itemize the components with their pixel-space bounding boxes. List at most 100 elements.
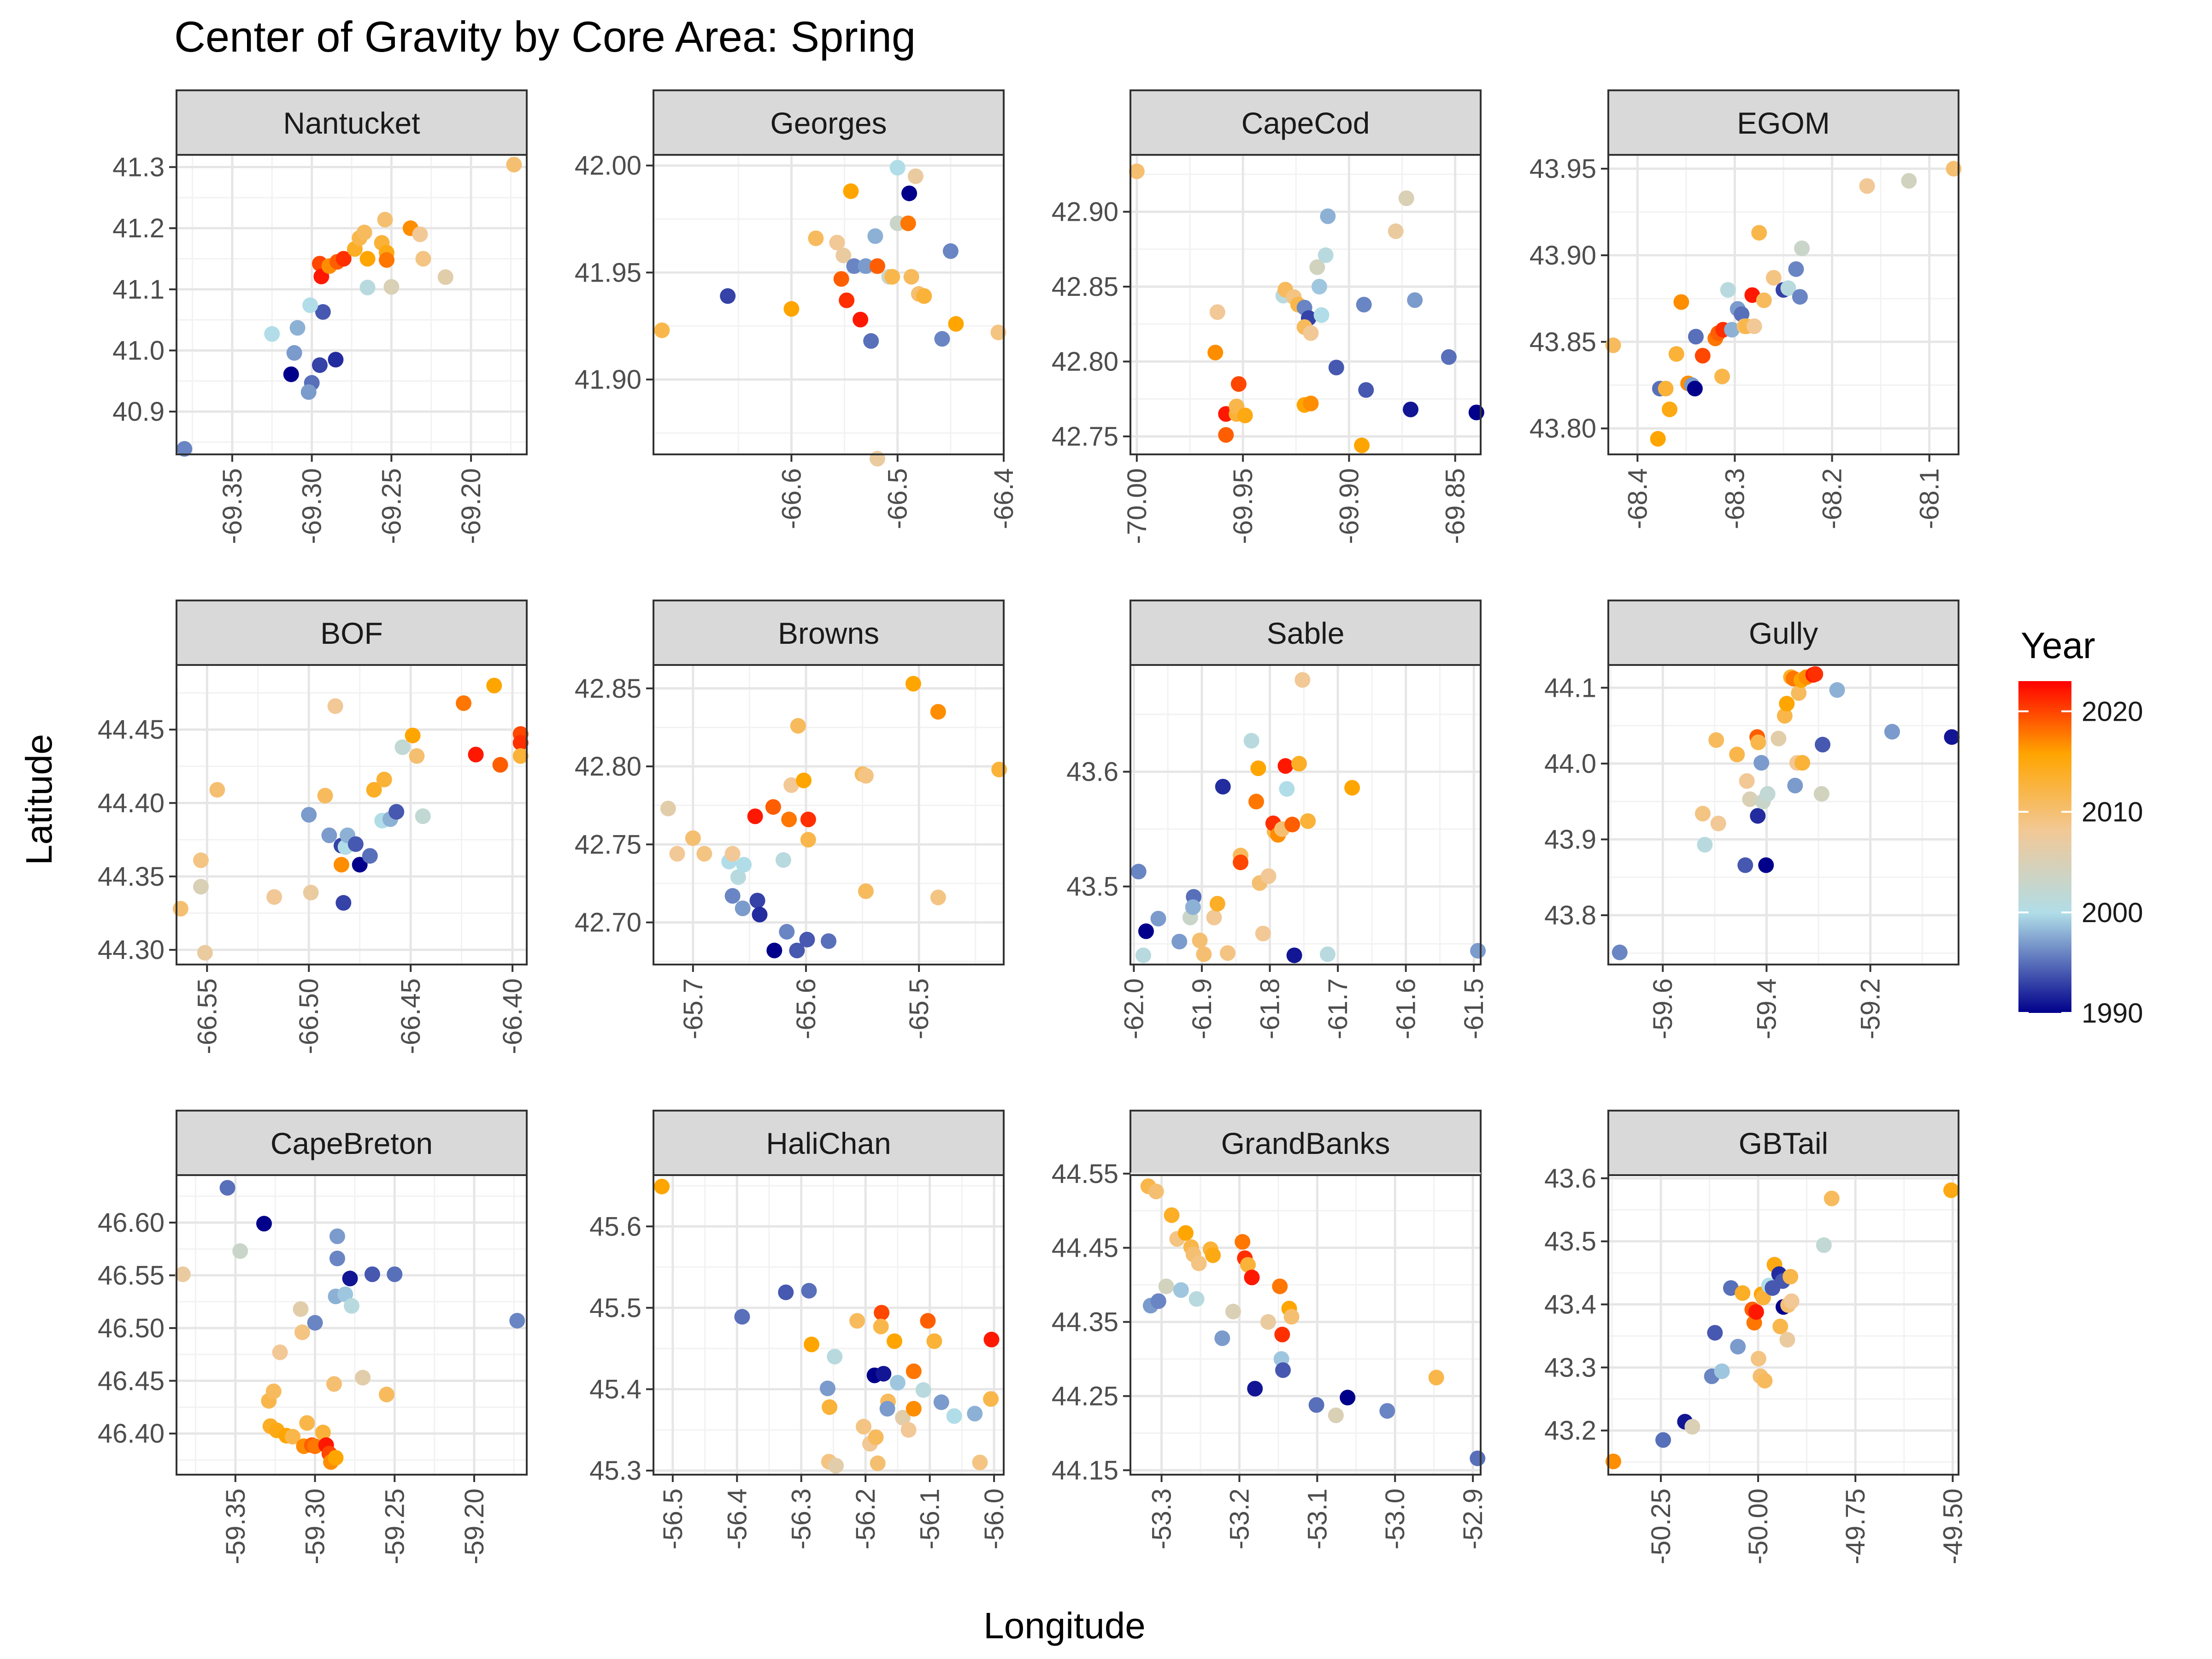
scatter-point (1750, 734, 1766, 750)
panel-border (176, 1174, 528, 1476)
scatter-point (219, 1180, 235, 1196)
scatter-point (193, 852, 209, 868)
scatter-point (983, 1391, 999, 1407)
panel-border (1130, 1174, 1482, 1476)
panel-strip-label: CapeBreton (271, 1126, 433, 1160)
panel-capebreton: CapeBreton -59.35 -59.30 -59.25 -59.20 46.40 4… (98, 1110, 528, 1564)
scatter-point (383, 279, 400, 295)
scatter-point (660, 800, 676, 817)
scatter-point (1707, 1325, 1723, 1341)
scatter-point (1943, 1182, 1959, 1198)
scatter-point (1177, 1225, 1194, 1241)
scatter-point (1668, 346, 1684, 362)
y-tick-label: 45.5 (589, 1293, 641, 1323)
scatter-point (1150, 1293, 1166, 1309)
x-tick-label: -53.2 (1224, 1488, 1254, 1549)
y-tick-label: 44.30 (98, 935, 165, 965)
scatter-point (1244, 1270, 1260, 1286)
scatter-point (293, 1301, 309, 1317)
scatter-point (849, 1313, 865, 1329)
panel-capecod: CapeCod -70.00 -69.95 -69.90 -69.85 42.75 42.8… (1052, 89, 1484, 544)
scatter-point (765, 799, 781, 815)
scatter-point (1233, 854, 1249, 871)
scatter-point (1379, 1403, 1395, 1419)
x-tick-label: -66.55 (192, 978, 222, 1054)
scatter-point (906, 1363, 922, 1379)
scatter-point (512, 735, 529, 751)
y-tick-label: 44.15 (1052, 1455, 1118, 1485)
scatter-point (889, 159, 906, 176)
x-tick-label: -66.50 (294, 978, 324, 1054)
scatter-point (800, 832, 816, 848)
scatter-point (775, 852, 791, 868)
scatter-point (884, 269, 900, 285)
scatter-point (193, 879, 209, 895)
scatter-point (328, 1450, 344, 1466)
scatter-point (895, 1410, 911, 1426)
legend-tick-label: 2020 (2082, 696, 2143, 727)
scatter-point (1240, 1257, 1256, 1273)
scatter-point (1746, 318, 1762, 334)
scatter-point (355, 1370, 371, 1386)
x-tick-label: -62.0 (1119, 978, 1149, 1039)
scatter-point (869, 451, 885, 467)
scatter-point (972, 1454, 988, 1471)
scatter-point (299, 1415, 315, 1431)
scatter-point (366, 782, 382, 798)
panel-browns: Browns -65.7 -65.6 -65.5 42.70 42.75 42.80 42.8… (575, 600, 1007, 1039)
scatter-point (991, 761, 1007, 777)
scatter-point (901, 185, 918, 201)
panel-strip (1130, 600, 1482, 666)
scatter-point (175, 1266, 191, 1282)
scatter-point (412, 226, 428, 242)
x-tick-label: -69.35 (218, 468, 247, 544)
scatter-point (933, 1394, 949, 1410)
scatter-point (934, 331, 950, 347)
y-tick-label: 41.90 (575, 365, 641, 395)
panel-strip-label: GrandBanks (1221, 1126, 1390, 1160)
panel-halichan: HaliChan -56.5 -56.4 -56.3 -56.2 -56.1 -56.0 45… (589, 1110, 1009, 1549)
scatter-point (1171, 934, 1188, 950)
scatter-point (468, 747, 484, 763)
scatter-point (1737, 857, 1753, 873)
panel-strip (1607, 89, 1959, 156)
y-tick-label: 45.3 (589, 1456, 641, 1486)
scatter-point (783, 301, 800, 317)
y-tick-label: 46.55 (98, 1260, 165, 1290)
scatter-point (315, 1424, 331, 1441)
scatter-point (1759, 786, 1776, 802)
x-tick-label: -50.25 (1646, 1488, 1676, 1564)
scatter-point (1777, 708, 1793, 724)
y-tick-label: 44.1 (1544, 673, 1596, 703)
scatter-point (272, 1344, 288, 1360)
scatter-point (876, 1365, 892, 1382)
scatter-point (858, 258, 874, 274)
scatter-point (900, 215, 916, 231)
scatter-point (685, 830, 701, 846)
x-tick-label: -59.35 (221, 1488, 251, 1564)
scatter-point (1248, 794, 1265, 810)
scatter-point (359, 279, 376, 295)
scatter-point (833, 271, 849, 287)
y-tick-label: 44.55 (1052, 1159, 1118, 1189)
scatter-point (1206, 909, 1222, 925)
scatter-point (1765, 270, 1782, 286)
x-axis-title: Longitude (983, 1605, 1145, 1646)
x-tick-label: -65.6 (791, 978, 821, 1039)
scatter-point (394, 739, 411, 755)
scatter-point (1946, 161, 1962, 177)
scatter-point (1944, 729, 1960, 745)
scatter-point (1209, 896, 1225, 912)
panel-grandbanks: GrandBanks -53.3 -53.2 -53.1 -53.0 -52.9 44.15… (1052, 1110, 1488, 1549)
scatter-point (1148, 1183, 1164, 1200)
scatter-point (829, 235, 845, 251)
scatter-point (1794, 240, 1810, 256)
scatter-point (1225, 1304, 1241, 1320)
scatter-point (903, 269, 919, 285)
scatter-point (1758, 857, 1774, 873)
scatter-point (333, 857, 349, 873)
x-tick-label: -53.1 (1302, 1488, 1332, 1549)
x-tick-label: -59.6 (1648, 978, 1678, 1039)
scatter-point (1750, 1351, 1766, 1367)
scatter-point (926, 1333, 942, 1349)
